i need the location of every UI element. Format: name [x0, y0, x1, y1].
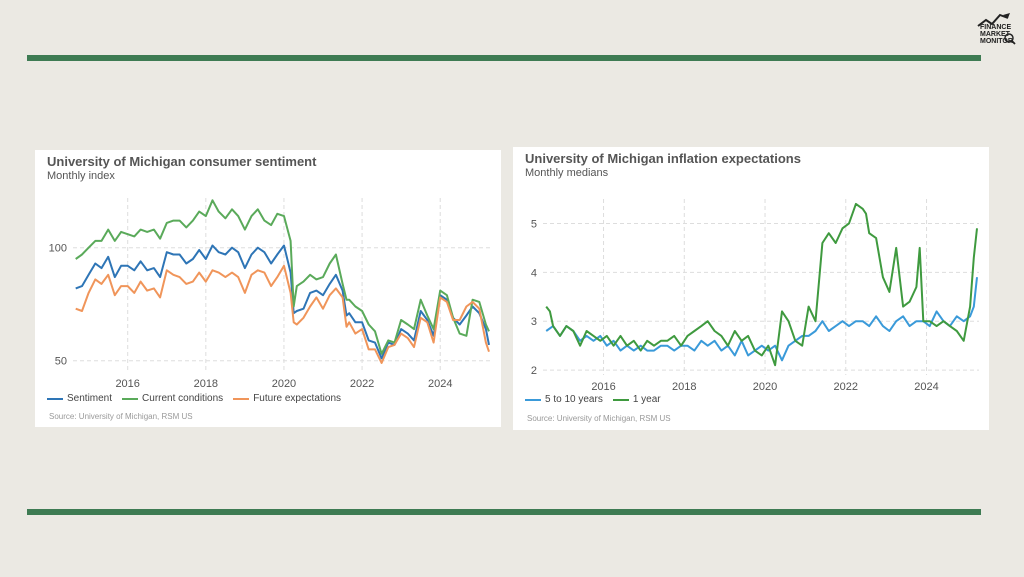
x-tick-label: 2016 — [591, 381, 615, 393]
chart-title: University of Michigan consumer sentimen… — [47, 154, 317, 169]
legend-label: 5 to 10 years — [545, 394, 603, 405]
x-tick-label: 2024 — [914, 381, 938, 393]
legend-item-1-year: 1 year — [612, 394, 661, 405]
series-line-future-expectations — [75, 264, 490, 364]
x-tick-label: 2022 — [834, 381, 858, 393]
series-line-current-conditions — [75, 199, 490, 355]
bottom-divider — [27, 509, 981, 515]
legend-swatch — [47, 397, 63, 400]
y-tick-label: 100 — [49, 243, 67, 255]
finance-market-monitor-logo: FINANCE MARKET MONITOR — [976, 12, 1016, 46]
chart-legend: 5 to 10 years 1 year — [525, 394, 661, 405]
legend-swatch — [233, 397, 250, 400]
svg-text:MARKET: MARKET — [980, 31, 1011, 38]
x-tick-label: 2016 — [115, 378, 139, 390]
x-tick-label: 2022 — [350, 378, 374, 390]
chart-source: Source: University of Michigan, RSM US — [49, 412, 193, 421]
legend-label: Sentiment — [67, 393, 113, 404]
chart-subtitle: Monthly medians — [525, 167, 609, 179]
consumer-sentiment-panel: 50 100 2016 2018 2020 2022 2024 University of … — [35, 150, 501, 427]
legend-item-sentiment: Sentiment — [47, 393, 112, 404]
legend-item-future-expectations: Future expectations — [233, 393, 341, 404]
legend-label: Current conditions — [142, 393, 224, 404]
legend-item-5-to-10-years: 5 to 10 years — [525, 394, 603, 405]
inflation-expectations-chart: 2 3 4 5 2016 2018 2020 2022 2024 — [531, 199, 979, 393]
x-tick-label: 2020 — [272, 378, 296, 390]
y-tick-label: 50 — [55, 356, 67, 368]
series-line-5-to-10-years — [545, 277, 978, 362]
chart-legend: Sentiment Current conditions Future expe… — [47, 393, 341, 404]
x-tick-label: 2024 — [428, 378, 452, 390]
legend-label: 1 year — [632, 394, 661, 405]
consumer-sentiment-chart: 50 100 2016 2018 2020 2022 2024 — [49, 198, 491, 390]
x-tick-label: 2018 — [672, 381, 696, 393]
y-tick-label: 3 — [531, 316, 537, 328]
y-tick-label: 5 — [531, 218, 537, 230]
chart-source: Source: University of Michigan, RSM US — [527, 414, 671, 423]
top-divider — [27, 55, 981, 61]
legend-label: Future expectations — [253, 393, 342, 404]
series-line-1-year — [545, 202, 978, 367]
inflation-expectations-panel: 2 3 4 5 2016 2018 2020 2022 2024 University of M… — [513, 147, 989, 430]
chart-title: University of Michigan inflation expecta… — [525, 151, 801, 166]
legend-swatch — [525, 398, 541, 401]
x-tick-label: 2020 — [753, 381, 777, 393]
svg-text:FINANCE: FINANCE — [980, 24, 1011, 31]
legend-item-current-conditions: Current conditions — [122, 393, 223, 404]
legend-swatch — [612, 398, 629, 401]
x-tick-label: 2018 — [194, 378, 218, 390]
y-tick-label: 2 — [531, 365, 537, 377]
series-line-sentiment — [75, 244, 490, 360]
y-tick-label: 4 — [531, 267, 537, 279]
legend-swatch — [122, 397, 139, 400]
svg-text:MONITOR: MONITOR — [980, 38, 1013, 45]
chart-subtitle: Monthly index — [47, 170, 115, 182]
